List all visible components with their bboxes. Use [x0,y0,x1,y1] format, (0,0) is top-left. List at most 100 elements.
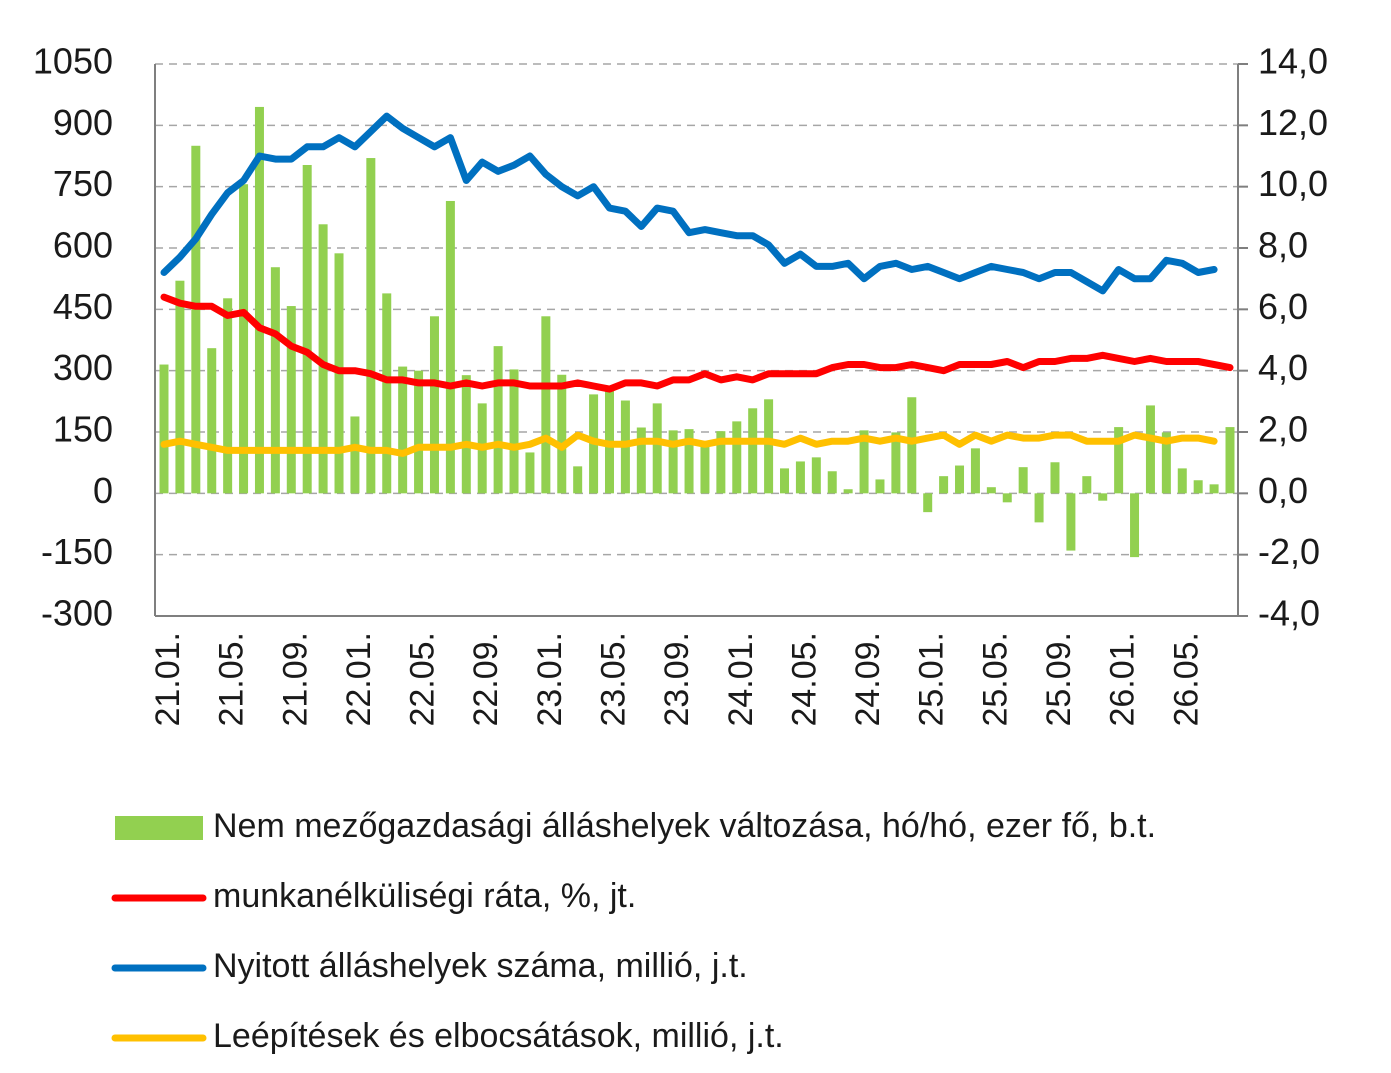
bar [732,421,742,494]
y-tick-label: 0 [93,470,113,511]
bar [1114,427,1124,494]
bar [254,106,264,494]
bar [891,432,901,494]
x-tick-label: 26.01. [1104,632,1142,727]
x-tick-label: 21.09. [276,632,314,727]
y-tick-label: -300 [41,593,113,634]
bar [493,346,503,494]
bar [700,443,710,494]
bar [429,316,439,494]
bar [573,466,583,494]
bar [955,465,965,494]
bar [1098,493,1108,501]
bar [604,386,614,494]
bar [986,487,996,494]
x-tick-label: 25.09. [1040,632,1078,727]
y-tick-label: 450 [53,286,113,327]
x-tick-label: 21.05. [213,632,251,727]
y-tick-label: -150 [41,531,113,572]
bar [557,374,567,494]
y2-tick-label: 0,0 [1258,470,1308,511]
bar [223,298,233,494]
bar [939,476,949,494]
x-tick-label: 23.09. [658,632,696,727]
x-tick-label: 23.01. [531,632,569,727]
line [160,112,1218,295]
bar [1034,493,1044,523]
legend-label: Nem mezőgazdasági álláshelyek változása,… [213,807,1156,845]
y2-tick-label: 14,0 [1258,41,1328,82]
bar [811,457,821,494]
bar [668,430,678,494]
y2-tick-label: 10,0 [1258,163,1328,204]
bar [1193,480,1203,494]
bar [748,408,758,494]
bar [875,479,885,494]
bar [366,158,376,494]
bar [1177,468,1187,494]
legend-label: Nyitott álláshelyek száma, millió, j.t. [213,947,748,985]
bar [1209,484,1219,494]
y2-tick-label: -4,0 [1258,593,1320,634]
bar [1130,493,1140,558]
bar [970,448,980,494]
x-tick-label: 22.09. [467,632,505,727]
bar [1018,467,1028,494]
bar [207,348,217,494]
bar [859,430,869,494]
x-tick-label: 24.09. [849,632,887,727]
bar [1082,476,1092,494]
bar [684,429,694,494]
x-tick-label: 25.05. [976,632,1014,727]
x-tick-label: 24.05. [785,632,823,727]
bar [907,397,917,494]
bar [795,461,805,494]
bar [1225,427,1235,494]
y2-tick-label: 4,0 [1258,347,1308,388]
bar [827,471,837,494]
bar [270,267,280,494]
bar [780,468,790,494]
bar [1002,493,1012,503]
bar [302,164,312,494]
line [160,293,1234,393]
bar [159,364,169,494]
bar [636,427,646,494]
bar [525,452,535,494]
y2-tick-label: 6,0 [1258,286,1308,327]
y-tick-label: 600 [53,225,113,266]
legend-label: Leépítések és elbocsátások, millió, j.t. [213,1017,784,1055]
y2-tick-label: 2,0 [1258,409,1308,450]
bar [843,489,853,494]
x-tick-label: 21.01. [149,632,187,727]
bar [652,403,662,494]
bar [175,280,185,494]
bar [1050,462,1060,494]
y-tick-label: 150 [53,409,113,450]
x-tick-label: 22.05. [404,632,442,727]
bar [923,493,933,513]
bar [461,375,471,494]
bar [414,370,424,494]
bar [1161,432,1171,494]
bar [445,200,455,494]
bar [350,416,360,494]
x-tick-label: 25.01. [913,632,951,727]
legend-swatch [115,816,203,840]
x-tick-label: 23.05. [594,632,632,727]
bar [764,399,774,494]
legend-label: munkanélküliségi ráta, %, jt. [213,877,636,915]
y-tick-label: 300 [53,347,113,388]
bar [382,293,392,494]
y-tick-label: 900 [53,102,113,143]
bar [398,366,408,494]
line [160,431,1218,457]
y-tick-label: 750 [53,163,113,204]
bar [286,306,296,494]
y2-tick-label: -2,0 [1258,531,1320,572]
y-tick-label: 1050 [33,41,113,82]
x-tick-label: 24.01. [722,632,760,727]
bar [239,184,249,494]
